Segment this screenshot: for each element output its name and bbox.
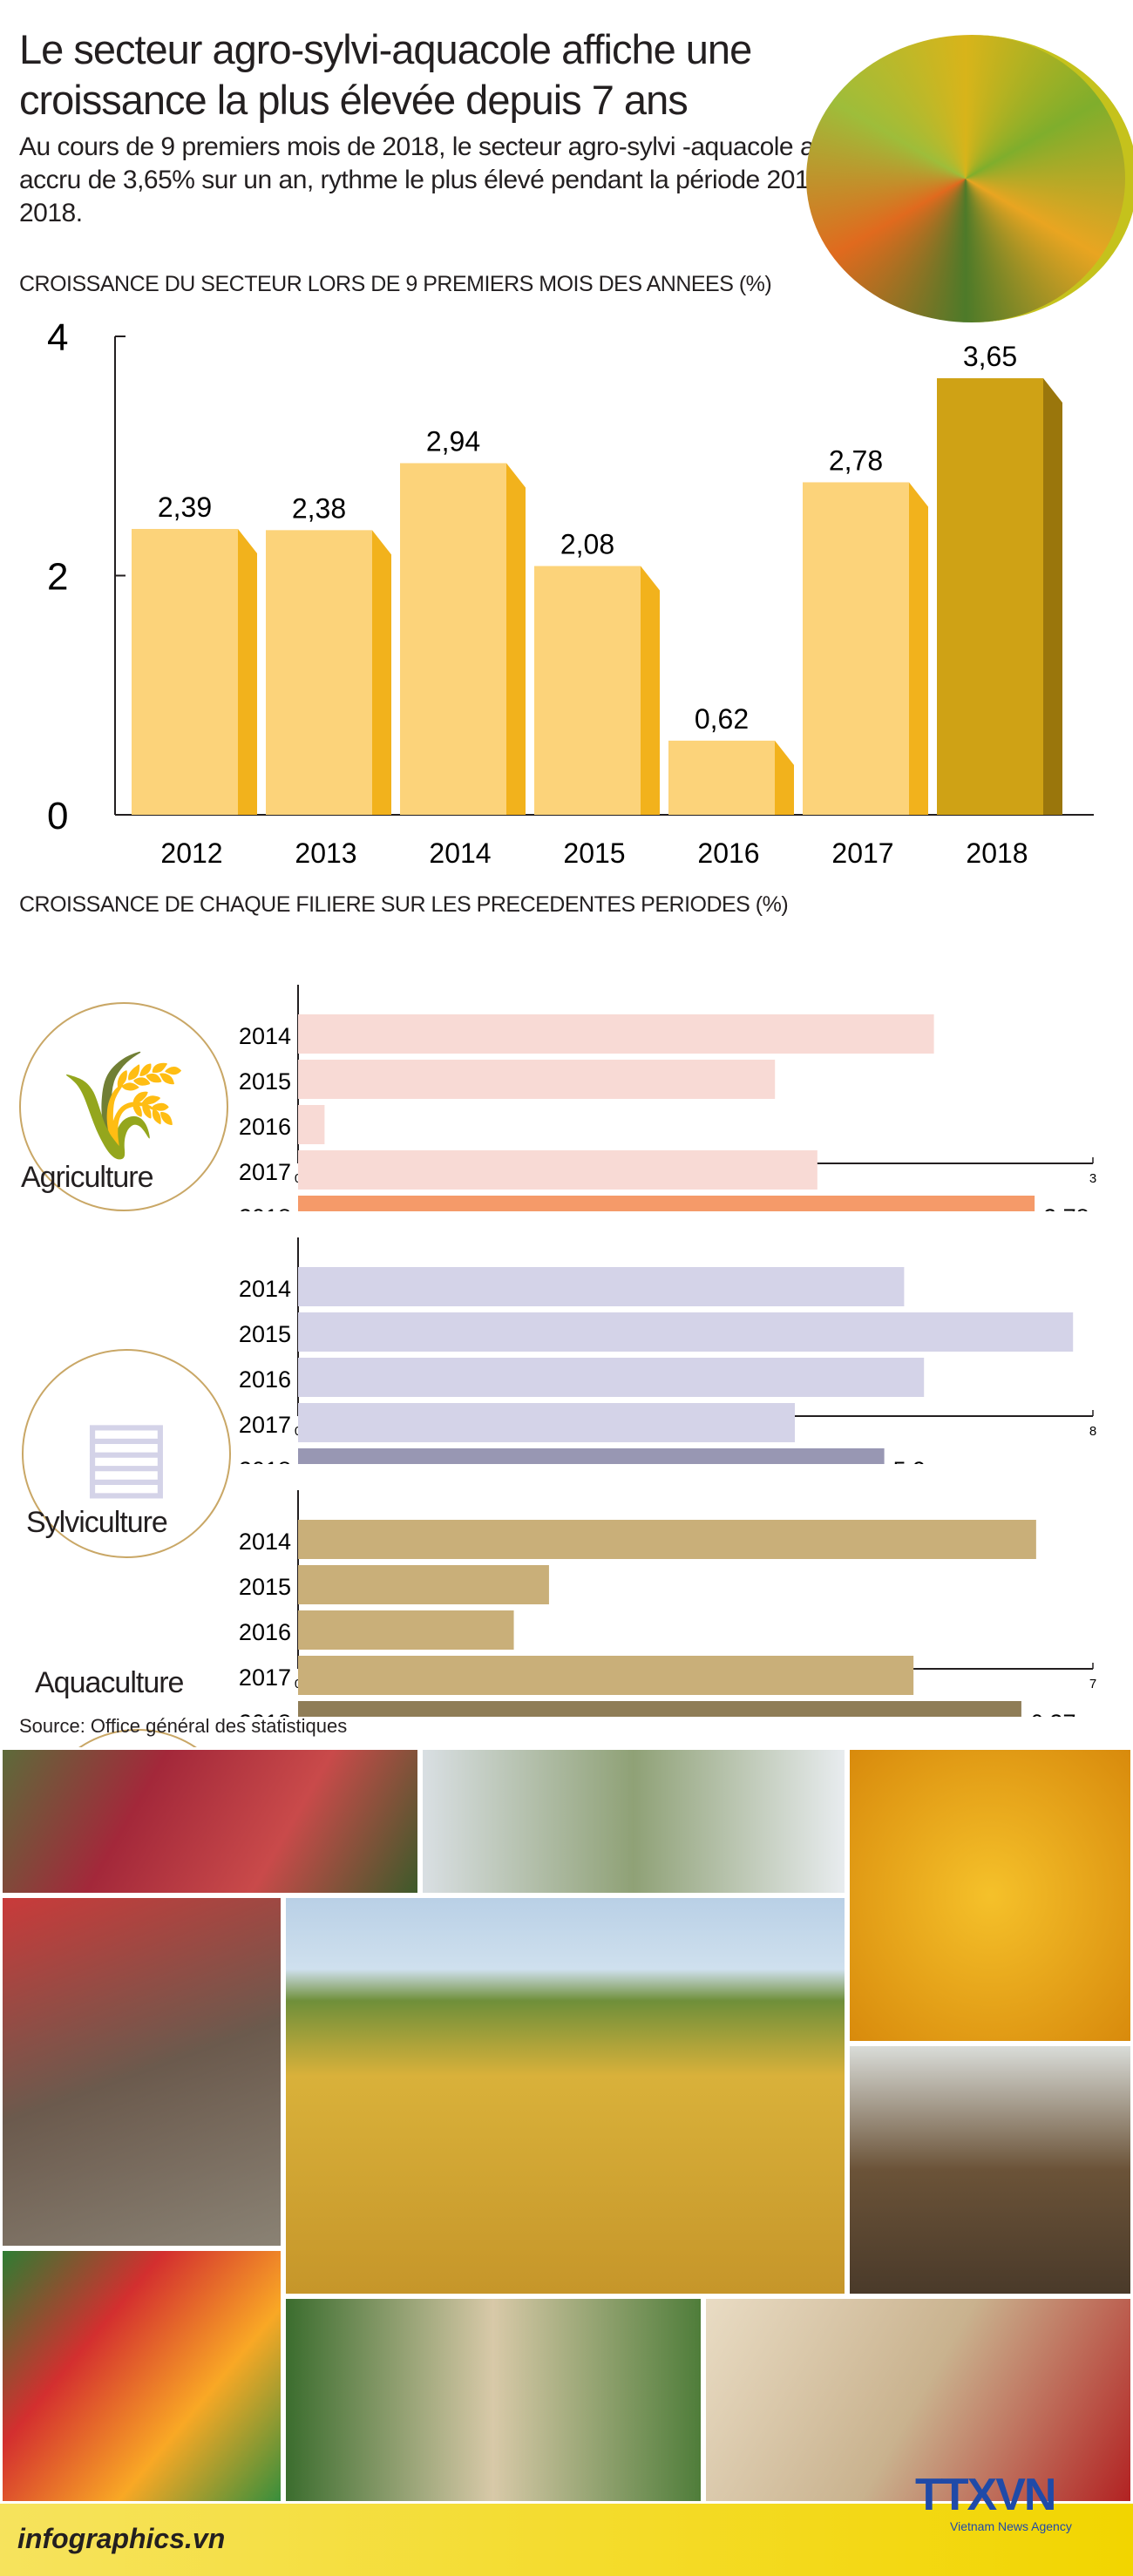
x-tick-label: 2015 bbox=[563, 837, 625, 869]
bar-side bbox=[238, 528, 257, 815]
bar bbox=[298, 1520, 1036, 1559]
bar-value-label: 3,65 bbox=[963, 341, 1017, 372]
bar bbox=[298, 1403, 795, 1442]
bar-value-label: 2,78 bbox=[829, 444, 883, 476]
y-tick-label: 2 bbox=[47, 556, 68, 599]
x-tick-label: 3 bbox=[1089, 1171, 1096, 1186]
main-bar-chart: 0 2 4 2,39 2012 2,38 2013 2,94 2014 2,08 2015 0,62 2… bbox=[47, 316, 1094, 869]
section-title: CROISSANCE DE CHAQUE FILIERE SUR LES PRE… bbox=[19, 892, 789, 917]
bar bbox=[298, 1448, 885, 1464]
bar-value-label: 5,9 bbox=[893, 1457, 926, 1464]
y-tick-label: 2016 bbox=[239, 1366, 291, 1393]
photo-coffee-harvest bbox=[0, 1747, 420, 1895]
y-tick-label: 2016 bbox=[239, 1114, 291, 1140]
x-tick-label: 2012 bbox=[160, 837, 222, 869]
x-tick-label: 2013 bbox=[295, 837, 356, 869]
bar bbox=[400, 463, 506, 815]
bar-value-label: 2,39 bbox=[158, 491, 212, 523]
y-tick-label: 2015 bbox=[239, 1068, 291, 1095]
x-tick-label: 2018 bbox=[966, 837, 1028, 869]
y-tick-label: 2014 bbox=[239, 1023, 291, 1049]
photo-rice-harvest bbox=[283, 1895, 847, 2296]
bar bbox=[298, 1150, 818, 1190]
footer: infographics.vn TTXVN Vietnam News Agenc… bbox=[0, 2470, 1133, 2576]
x-tick-label: 7 bbox=[1089, 1677, 1096, 1691]
bar-value-label: 2,08 bbox=[560, 529, 614, 560]
wheat-icon: 🌾 bbox=[19, 1002, 228, 1211]
y-tick-label: 4 bbox=[47, 316, 68, 359]
page-title: Le secteur agro-sylvi-aquacole affiche u… bbox=[19, 26, 752, 123]
bar-value-label: 2,38 bbox=[292, 492, 346, 524]
y-tick-label: 2016 bbox=[239, 1619, 291, 1645]
sylviculture-chart: 048201420152016201720185,9 bbox=[239, 1237, 1096, 1464]
y-tick-label: 0 bbox=[47, 795, 68, 837]
aquaculture-label: Aquaculture bbox=[35, 1666, 184, 1699]
bar-side bbox=[1043, 378, 1062, 815]
bar bbox=[298, 1312, 1074, 1352]
x-tick-label: 2017 bbox=[831, 837, 893, 869]
bar bbox=[266, 530, 372, 815]
source-note: Source: Office général des statistiques bbox=[19, 1715, 348, 1737]
agriculture-chart: 01,53201420152016201720182,78 bbox=[239, 985, 1096, 1211]
bar bbox=[298, 1565, 549, 1604]
photo-corn bbox=[847, 1747, 1133, 2044]
bar-side bbox=[506, 463, 526, 815]
photo-vegetables bbox=[0, 2248, 283, 2504]
photo-poultry bbox=[847, 2044, 1133, 2296]
y-tick-label: 2014 bbox=[239, 1276, 291, 1302]
x-tick-label: 2014 bbox=[429, 837, 491, 869]
sylviculture-label: Sylviculture bbox=[26, 1506, 168, 1539]
main-chart-title: CROISSANCE DU SECTEUR LORS DE 9 PREMIERS… bbox=[19, 272, 772, 296]
bar bbox=[803, 482, 909, 815]
bar-side bbox=[641, 566, 660, 815]
bar bbox=[298, 1610, 514, 1650]
bar-value-label: 2,94 bbox=[426, 425, 480, 457]
bar bbox=[298, 1267, 905, 1306]
bar-value-label: 6,37 bbox=[1030, 1710, 1076, 1717]
footer-site[interactable]: infographics.vn bbox=[17, 2523, 226, 2554]
photo-greenhouse bbox=[420, 1747, 847, 1895]
bar bbox=[298, 1196, 1035, 1211]
bar bbox=[298, 1060, 776, 1099]
bar bbox=[298, 1105, 325, 1144]
y-tick-label: 2015 bbox=[239, 1574, 291, 1600]
aquaculture-chart: 03,57201420152016201720186,37 bbox=[239, 1490, 1096, 1717]
x-tick-label: 2016 bbox=[697, 837, 759, 869]
photo-shrimp bbox=[0, 1895, 283, 2248]
ttxvn-logo: TTXVN bbox=[915, 2470, 1056, 2520]
header-photo-collage bbox=[806, 35, 1133, 322]
photo-cashew bbox=[703, 2296, 1133, 2504]
bar bbox=[298, 1701, 1021, 1717]
y-tick-label: 2017 bbox=[239, 1159, 291, 1185]
bar bbox=[298, 1656, 914, 1695]
y-tick-label: 2018 bbox=[239, 1204, 291, 1211]
bar bbox=[534, 566, 641, 815]
y-tick-label: 2018 bbox=[239, 1710, 291, 1717]
wood-pallet-icon: ▤ bbox=[22, 1349, 231, 1558]
bar bbox=[132, 528, 238, 815]
bar bbox=[298, 1014, 934, 1054]
bar bbox=[298, 1358, 925, 1397]
bar-value-label: 0,62 bbox=[695, 703, 749, 735]
y-tick-label: 2017 bbox=[239, 1412, 291, 1438]
bar bbox=[937, 378, 1043, 815]
bar bbox=[668, 740, 775, 815]
bar-value-label: 2,78 bbox=[1043, 1204, 1089, 1211]
y-tick-label: 2014 bbox=[239, 1529, 291, 1555]
y-tick-label: 2017 bbox=[239, 1664, 291, 1691]
photo-farmers bbox=[283, 2296, 703, 2504]
y-tick-label: 2015 bbox=[239, 1321, 291, 1347]
y-tick-label: 2018 bbox=[239, 1457, 291, 1464]
agriculture-label: Agriculture bbox=[21, 1161, 154, 1194]
bar-side bbox=[775, 740, 794, 815]
intro-text: Au cours de 9 premiers mois de 2018, le … bbox=[19, 132, 831, 227]
x-tick-label: 8 bbox=[1089, 1424, 1096, 1439]
ttxvn-logo-sub: Vietnam News Agency bbox=[950, 2519, 1072, 2533]
bar-side bbox=[909, 482, 928, 815]
bar-side bbox=[372, 530, 391, 815]
